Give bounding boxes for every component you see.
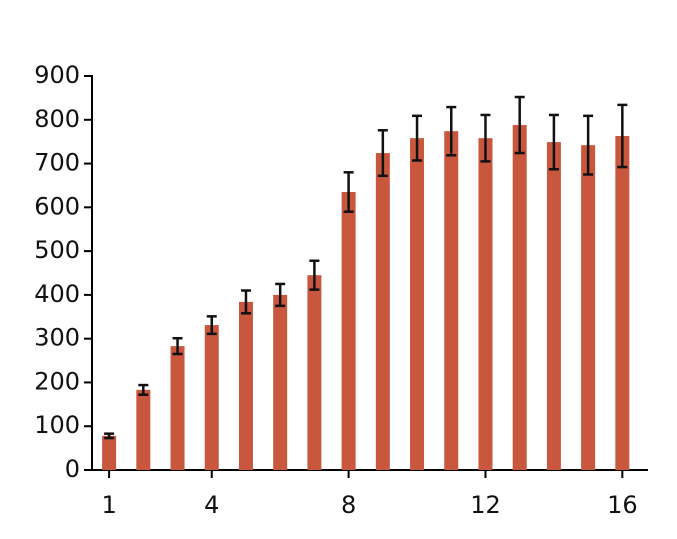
bar [204, 325, 219, 470]
bar [273, 294, 288, 470]
bar [546, 142, 561, 471]
error-bar [240, 289, 251, 315]
y-tick-label: 400 [34, 280, 80, 308]
error-bar [172, 336, 183, 356]
y-tick-label: 100 [34, 411, 80, 439]
error-bar [412, 114, 423, 162]
error-bar [446, 105, 457, 157]
bar [375, 153, 390, 470]
y-tick-label: 800 [34, 105, 80, 133]
error-bar [617, 103, 628, 169]
x-tick-label: 4 [204, 491, 219, 519]
x-tick-label: 12 [470, 491, 501, 519]
y-tick-label: 700 [34, 149, 80, 177]
bar [307, 275, 322, 470]
y-tick-label: 600 [34, 192, 80, 220]
error-bar [104, 432, 115, 440]
error-bar [480, 113, 491, 163]
bar [136, 389, 151, 470]
x-tick-label: 8 [341, 491, 356, 519]
x-tick-label: 16 [607, 491, 638, 519]
error-bar [377, 129, 388, 178]
bar [410, 138, 425, 471]
y-tick-label: 900 [34, 61, 80, 89]
bar [615, 135, 630, 470]
error-bar [343, 171, 354, 213]
error-bar [309, 259, 320, 291]
y-tick-label: 300 [34, 324, 80, 352]
error-bar [548, 113, 559, 171]
error-bar [206, 315, 217, 336]
y-tick-label: 200 [34, 367, 80, 395]
y-tick-label: 0 [65, 455, 80, 483]
bar [581, 145, 596, 470]
bar [444, 131, 459, 470]
y-tick-label: 500 [34, 236, 80, 264]
bar [341, 192, 356, 470]
bar [102, 435, 117, 470]
error-bar [514, 95, 525, 155]
error-bar [275, 282, 286, 308]
bar [512, 125, 527, 470]
error-bar [138, 383, 149, 396]
bar [478, 138, 493, 471]
bar [238, 301, 253, 470]
error-bar [583, 114, 594, 176]
bar [170, 346, 185, 470]
x-tick-label: 1 [101, 491, 116, 519]
